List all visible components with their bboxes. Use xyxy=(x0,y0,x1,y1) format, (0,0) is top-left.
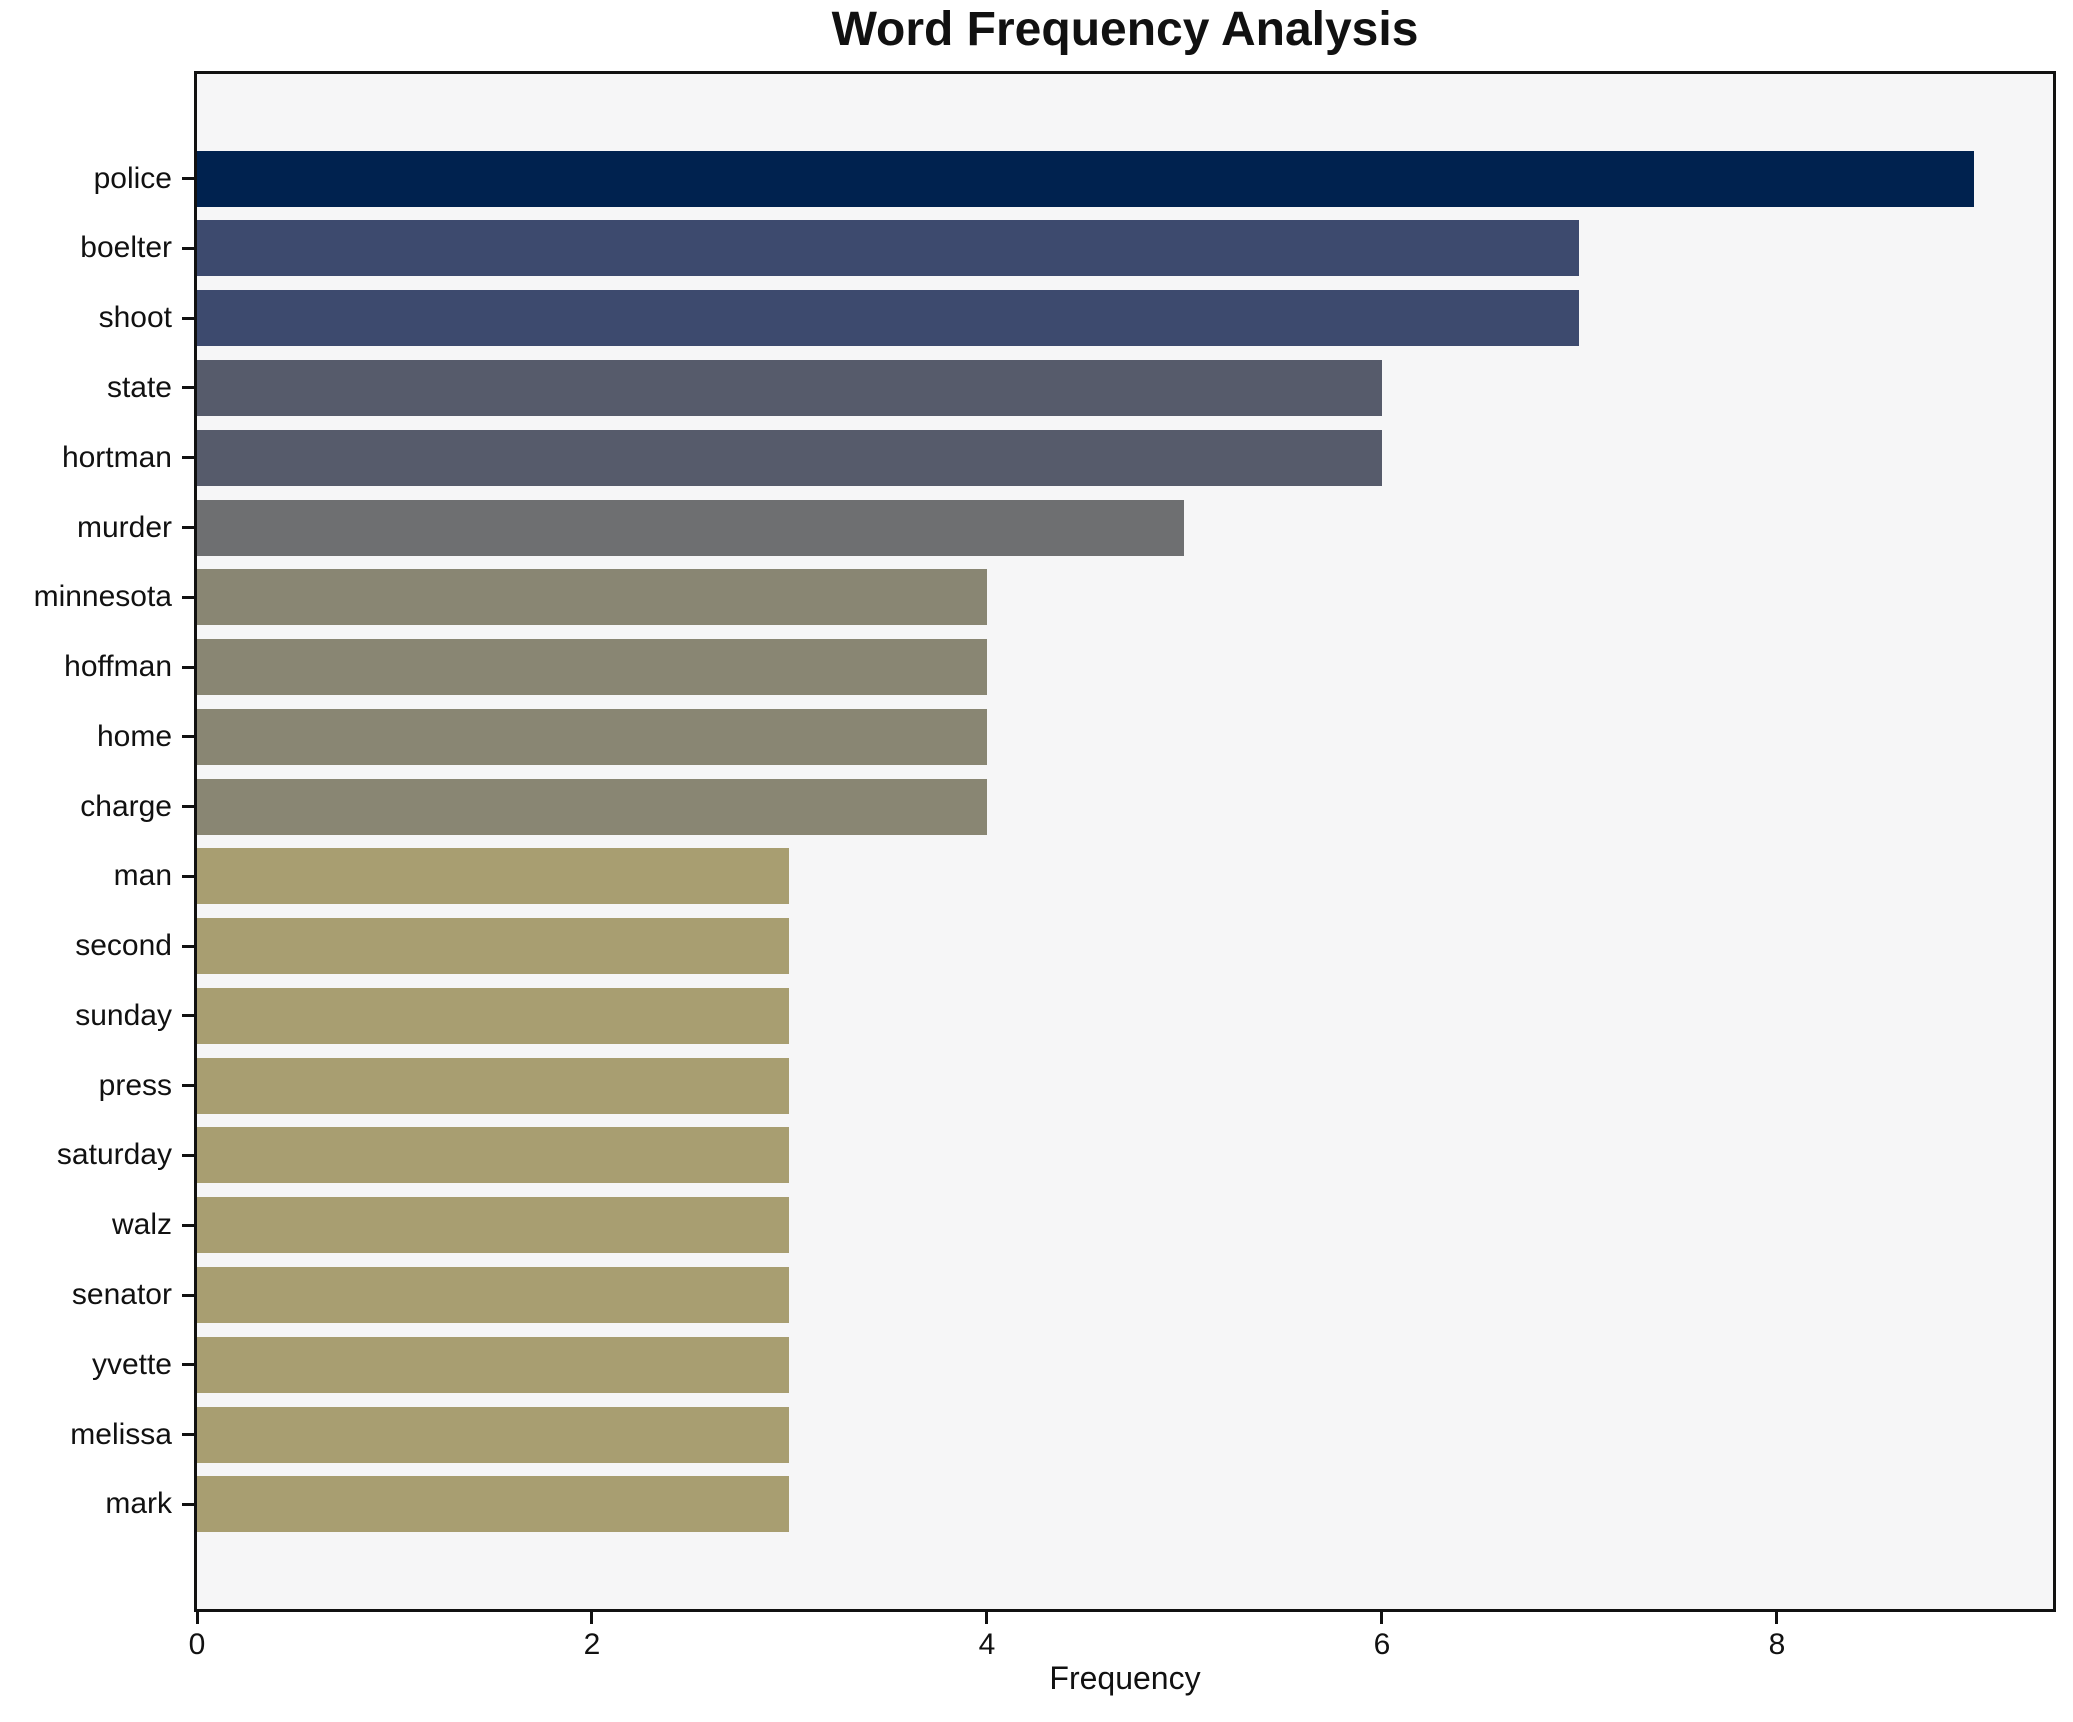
x-tick-label-0: 0 xyxy=(188,1628,206,1661)
y-tick-label-shoot: shoot xyxy=(98,301,172,334)
y-tick-mark xyxy=(182,945,194,948)
bar-charge xyxy=(197,779,987,835)
y-tick-mark xyxy=(182,1433,194,1436)
y-tick-label-senator: senator xyxy=(71,1278,172,1311)
y-tick-label-boelter: boelter xyxy=(80,231,172,264)
x-tick-label-8: 8 xyxy=(1768,1628,1786,1661)
bar-home xyxy=(197,709,987,765)
x-tick-mark xyxy=(196,1612,199,1624)
y-tick-label-saturday: saturday xyxy=(56,1138,172,1171)
x-tick-mark xyxy=(1380,1612,1383,1624)
y-tick-mark xyxy=(182,1224,194,1227)
y-tick-label-yvette: yvette xyxy=(91,1348,172,1381)
y-tick-mark xyxy=(182,596,194,599)
chart-title: Word Frequency Analysis xyxy=(831,3,1419,56)
x-tick-label-2: 2 xyxy=(583,1628,601,1661)
bar-hoffman xyxy=(197,639,987,695)
y-tick-mark xyxy=(182,1503,194,1506)
y-tick-mark xyxy=(182,177,194,180)
y-tick-label-press: press xyxy=(98,1069,172,1102)
bar-hortman xyxy=(197,430,1382,486)
y-tick-mark xyxy=(182,456,194,459)
bar-press xyxy=(197,1058,789,1114)
y-tick-label-hoffman: hoffman xyxy=(64,650,172,683)
bar-state xyxy=(197,360,1382,416)
y-tick-label-second: second xyxy=(75,929,172,962)
y-tick-label-state: state xyxy=(106,371,172,404)
y-tick-label-melissa: melissa xyxy=(70,1418,172,1451)
y-tick-mark xyxy=(182,1084,194,1087)
bar-second xyxy=(197,918,789,974)
y-tick-label-hortman: hortman xyxy=(61,441,172,474)
bar-saturday xyxy=(197,1127,789,1183)
y-tick-label-mark: mark xyxy=(105,1487,172,1520)
y-tick-mark xyxy=(182,1363,194,1366)
y-tick-mark xyxy=(182,735,194,738)
plot-area xyxy=(194,71,2056,1612)
bar-shoot xyxy=(197,290,1579,346)
bar-boelter xyxy=(197,220,1579,276)
bar-mark xyxy=(197,1476,789,1532)
bar-senator xyxy=(197,1267,789,1323)
y-tick-label-minnesota: minnesota xyxy=(33,580,172,613)
bar-yvette xyxy=(197,1337,789,1393)
y-tick-label-man: man xyxy=(113,859,172,892)
bar-police xyxy=(197,151,1974,207)
y-tick-label-sunday: sunday xyxy=(75,999,172,1032)
y-tick-label-walz: walz xyxy=(111,1208,172,1241)
y-tick-label-police: police xyxy=(93,162,172,195)
x-tick-label-6: 6 xyxy=(1373,1628,1391,1661)
y-tick-mark xyxy=(182,1154,194,1157)
y-tick-label-charge: charge xyxy=(80,790,172,823)
x-axis-label: Frequency xyxy=(1049,1660,1201,1696)
x-tick-label-4: 4 xyxy=(978,1628,996,1661)
y-tick-mark xyxy=(182,526,194,529)
bar-man xyxy=(197,848,789,904)
y-tick-mark xyxy=(182,805,194,808)
x-tick-mark xyxy=(1775,1612,1778,1624)
y-tick-mark xyxy=(182,1294,194,1297)
bar-melissa xyxy=(197,1407,789,1463)
x-tick-mark xyxy=(985,1612,988,1624)
x-tick-mark xyxy=(590,1612,593,1624)
y-tick-label-home: home xyxy=(96,720,172,753)
bar-murder xyxy=(197,500,1184,556)
y-tick-mark xyxy=(182,386,194,389)
bar-minnesota xyxy=(197,569,987,625)
y-tick-mark xyxy=(182,875,194,878)
bar-sunday xyxy=(197,988,789,1044)
y-tick-mark xyxy=(182,317,194,320)
y-tick-mark xyxy=(182,247,194,250)
bar-walz xyxy=(197,1197,789,1253)
y-tick-mark xyxy=(182,666,194,669)
y-tick-mark xyxy=(182,1014,194,1017)
y-tick-label-murder: murder xyxy=(76,511,172,544)
